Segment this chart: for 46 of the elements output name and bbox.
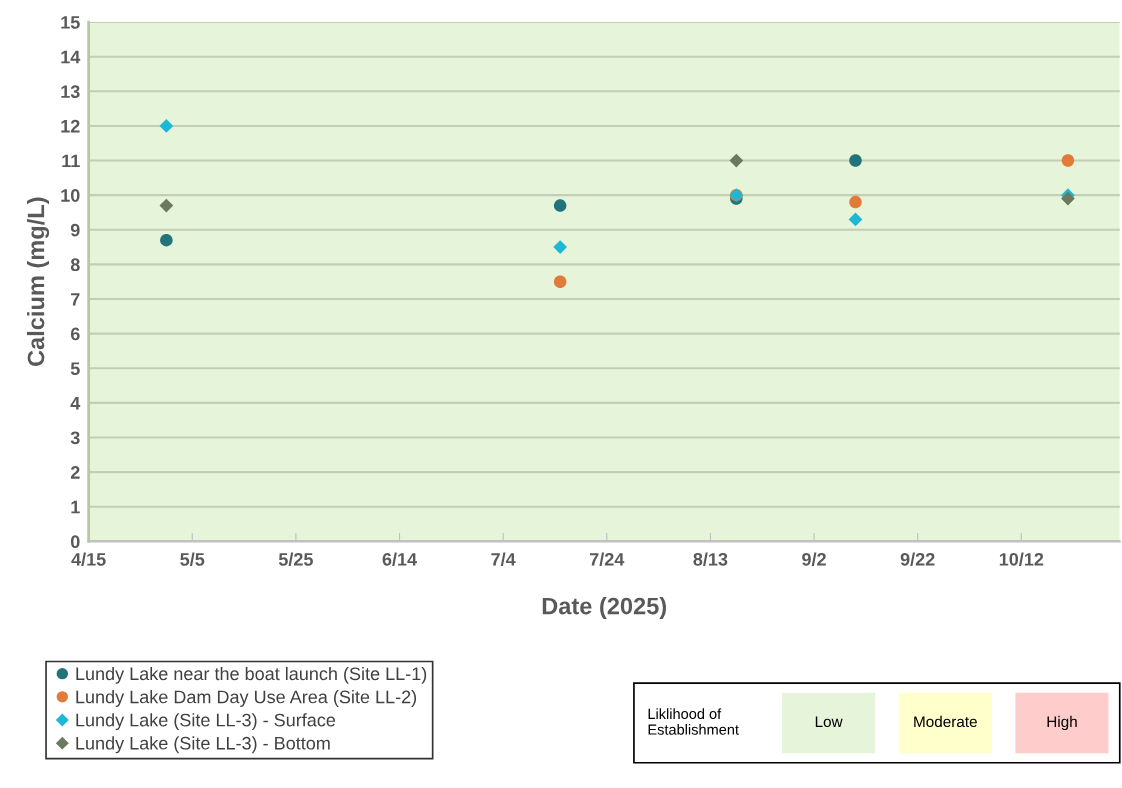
point <box>553 199 567 212</box>
y-tick-label: 12 <box>61 119 80 133</box>
y-tick-label: 2 <box>70 466 80 479</box>
text: Low <box>815 716 843 728</box>
y-tick-label: 9 <box>70 223 80 237</box>
y-tick-label: 14 <box>61 50 81 64</box>
point <box>553 240 568 254</box>
x-tick-label: 9/22 <box>900 552 935 566</box>
x-tick-label: 9/2 <box>802 552 826 566</box>
y-tick-label: 4 <box>70 397 81 410</box>
x-axis-title: Date (2025) <box>542 597 667 620</box>
point <box>849 154 862 167</box>
x-tick-label: 7/4 <box>491 552 516 566</box>
x-tick-label: 4/15 <box>71 552 106 566</box>
text: High <box>1047 715 1077 731</box>
y-tick-label: 7 <box>71 293 80 306</box>
point <box>1061 154 1075 167</box>
legend-label: Lundy Lake Dam Day Use Area (Site LL-2) <box>76 690 417 707</box>
y-tick-label: 1 <box>71 500 80 514</box>
y-axis-title: Calcium (mg/L) <box>27 197 50 366</box>
legend-label: Lundy Lake (Site LL-3) - Surface <box>76 713 336 731</box>
y-tick-label: 3 <box>70 431 80 445</box>
legend-label: Lundy Lake (Site LL-3) - Bottom <box>76 736 330 754</box>
x-tick-label: 8/13 <box>693 552 728 566</box>
point <box>849 195 862 209</box>
point <box>729 153 744 168</box>
legend-label: Lundy Lake near the boat launch (Site LL-1) <box>76 666 427 684</box>
point <box>159 119 174 133</box>
y-tick-label: 15 <box>61 16 80 29</box>
point <box>553 275 567 288</box>
x-tick-label: 5/5 <box>180 552 205 566</box>
text: Moderate <box>914 715 977 728</box>
y-tick-label: 6 <box>70 327 80 341</box>
y-tick-label: 13 <box>61 85 80 99</box>
x-tick-label: 6/14 <box>382 552 417 566</box>
x-tick-label: 10/12 <box>999 552 1044 566</box>
x-tick-label: 5/25 <box>278 552 313 566</box>
point <box>160 233 173 247</box>
y-tick-label: 10 <box>61 189 80 202</box>
y-tick-label: 5 <box>70 362 80 375</box>
y-tick-label: 8 <box>70 258 80 272</box>
point <box>159 198 174 213</box>
text: Liklihood of Establishment <box>648 708 739 735</box>
y-tick-label: 11 <box>62 154 80 168</box>
y-tick-label: 0 <box>70 535 80 549</box>
x-tick-label: 7/24 <box>589 552 625 566</box>
